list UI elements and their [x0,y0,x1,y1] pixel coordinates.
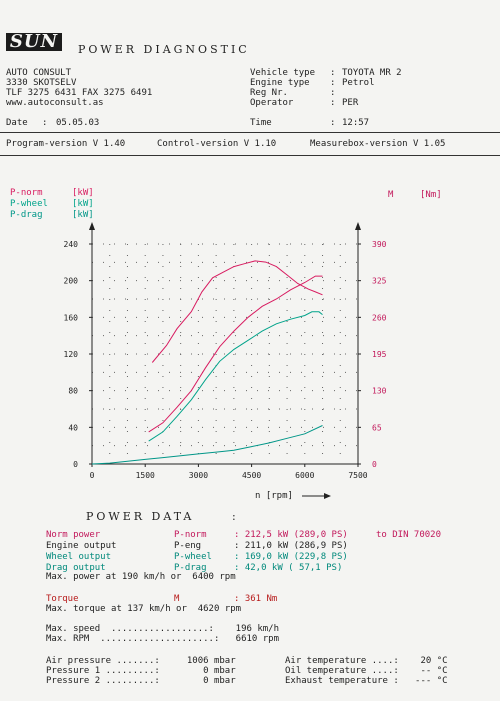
date-colon: : [42,118,48,128]
exhaust-temperature-line: Exhaust temperature : --- °C [285,676,448,686]
operator-label: Operator [250,98,294,108]
company-address: 3330 SKOTSELV [6,78,77,88]
air-pressure-line: Air pressure .......: 1006 mbar [46,656,236,666]
date-value: 05.05.03 [56,118,100,128]
x-axis-label: n [rpm] [255,491,293,501]
y-right-tick-label: 195 [372,350,387,359]
vehicle-type-colon: : [330,68,336,78]
company-website: www.autoconsult.as [6,98,104,108]
y-left-tick-label: 200 [64,277,79,286]
legend-pnorm-label: P-norm [10,188,43,198]
y-right-tick-label: 0 [372,460,377,469]
x-tick-label: 0 [90,471,95,480]
chart-grid [92,243,358,464]
divider-top [0,132,500,133]
operator-colon: : [330,98,336,108]
company-name: AUTO CONSULT [6,68,72,78]
air-temperature-line: Air temperature ....: 20 °C [285,656,448,666]
legend-pwheel-unit: [kW] [72,199,94,209]
legend-torque-label: M [388,190,394,200]
y-left-tick-label: 160 [64,313,79,322]
chart-lines [91,260,323,465]
power-row-extra: to DIN 70020 [376,530,442,540]
program-version: Program-version V 1.40 [6,139,126,149]
legend-pdrag-label: P-drag [10,210,43,220]
max-speed-line: Max. speed ..................: 196 km/h [46,624,279,634]
y-left-tick-label: 120 [64,350,79,359]
legend-pwheel-label: P-wheel [10,199,48,209]
y-right-tick-label: 65 [372,423,382,432]
series-pdrag-line [91,425,323,465]
y-left-tick-label: 40 [68,423,78,432]
power-row-label: Wheel output [46,552,112,562]
power-data-colon: : [232,510,239,523]
power-row-value: : 211,0 kW (286,9 PS) [234,541,348,551]
chart-axes [89,222,361,499]
x-tick-label: 1500 [136,471,155,480]
power-row-value: : 169,0 kW (229,8 PS) [234,552,348,562]
power-data-title: POWER DATA [86,510,195,523]
y-left-tick-label: 0 [73,460,78,469]
power-row-label: Drag output [46,563,106,573]
pressure-1-line: Pressure 1 .........: 0 mbar [46,666,236,676]
oil-temperature-line: Oil temperature ....: -- °C [285,666,448,676]
y-right-tick-label: 390 [372,240,387,249]
max-torque-line: Max. torque at 137 km/h or 4620 rpm [46,604,242,614]
operator-value: PER [342,98,359,108]
power-row-param: P-norm [174,530,207,540]
vehicle-type-label: Vehicle type [250,68,316,78]
series-m-line [151,260,323,363]
engine-type-label: Engine type [250,78,310,88]
max-power-line: Max. power at 190 km/h or 6400 rpm [46,572,236,582]
y-right-tick-label: 325 [372,277,387,286]
chart-ticks: 0 1500 3000 4500 6000 7500 0 40 80 120 160 200 240 0 6… [64,240,387,480]
series-pnorm-line [148,275,323,433]
x-tick-label: 3000 [189,471,208,480]
divider-bottom [0,155,500,156]
y-right-tick-label: 130 [372,387,387,396]
power-row-param: P-eng [174,541,202,551]
time-value: 12:57 [342,118,370,128]
vehicle-type-value: TOYOTA MR 2 [342,68,402,78]
power-row-label: Norm power [46,530,101,540]
x-axis-label-arrowhead [324,493,331,499]
power-row-value: : 42,0 kW ( 57,1 PS) [234,563,343,573]
measurebox-version: Measurebox-version V 1.05 [310,139,446,149]
reg-label: Reg Nr. [250,88,288,98]
date-label: Date [6,118,28,128]
power-row-param: P-wheel [174,552,212,562]
torque-value: : 361 Nm [234,594,278,604]
x-tick-label: 6000 [295,471,314,480]
y-right-tick-label: 260 [372,313,387,322]
legend-pnorm-unit: [kW] [72,188,94,198]
power-row-param: P-drag [174,563,207,573]
x-tick-label: 4500 [242,471,261,480]
y-axis-right-arrow [355,222,361,230]
reg-colon: : [330,88,336,98]
y-left-tick-label: 240 [64,240,79,249]
control-version: Control-version V 1.10 [157,139,277,149]
legend-pdrag-unit: [kW] [72,210,94,220]
time-label: Time [250,118,272,128]
report-title: POWER DIAGNOSTIC [78,43,250,56]
engine-type-colon: : [330,78,336,88]
y-axis-left-arrow [89,222,95,230]
max-rpm-line: Max. RPM .....................: 6610 rpm [46,634,279,644]
power-row-value: : 212,5 kW (289,0 PS) [234,530,348,540]
power-row-label: Engine output [46,541,117,551]
x-tick-label: 7500 [348,471,367,480]
series-pwheel-line [148,311,323,442]
torque-param: M [174,594,180,604]
sun-logo: SUN [6,33,62,51]
y-left-tick-label: 80 [68,387,78,396]
pressure-2-line: Pressure 2 .........: 0 mbar [46,676,236,686]
company-phone: TLF 3275 6431 FAX 3275 6491 [6,88,153,98]
time-colon: : [330,118,336,128]
torque-label: Torque [46,594,79,604]
legend-torque-unit: [Nm] [420,190,442,200]
engine-type-value: Petrol [342,78,375,88]
